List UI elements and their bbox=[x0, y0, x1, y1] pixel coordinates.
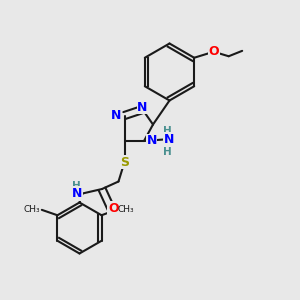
Text: N: N bbox=[146, 134, 157, 148]
Text: O: O bbox=[208, 45, 219, 58]
Text: N: N bbox=[164, 133, 174, 146]
Text: H: H bbox=[164, 147, 172, 157]
Text: H: H bbox=[72, 181, 81, 191]
Text: N: N bbox=[72, 187, 83, 200]
Text: S: S bbox=[120, 155, 129, 169]
Text: H: H bbox=[164, 127, 172, 136]
Text: O: O bbox=[108, 202, 119, 215]
Text: CH₃: CH₃ bbox=[24, 205, 40, 214]
Text: N: N bbox=[111, 109, 122, 122]
Text: N: N bbox=[137, 100, 148, 114]
Text: CH₃: CH₃ bbox=[117, 205, 134, 214]
